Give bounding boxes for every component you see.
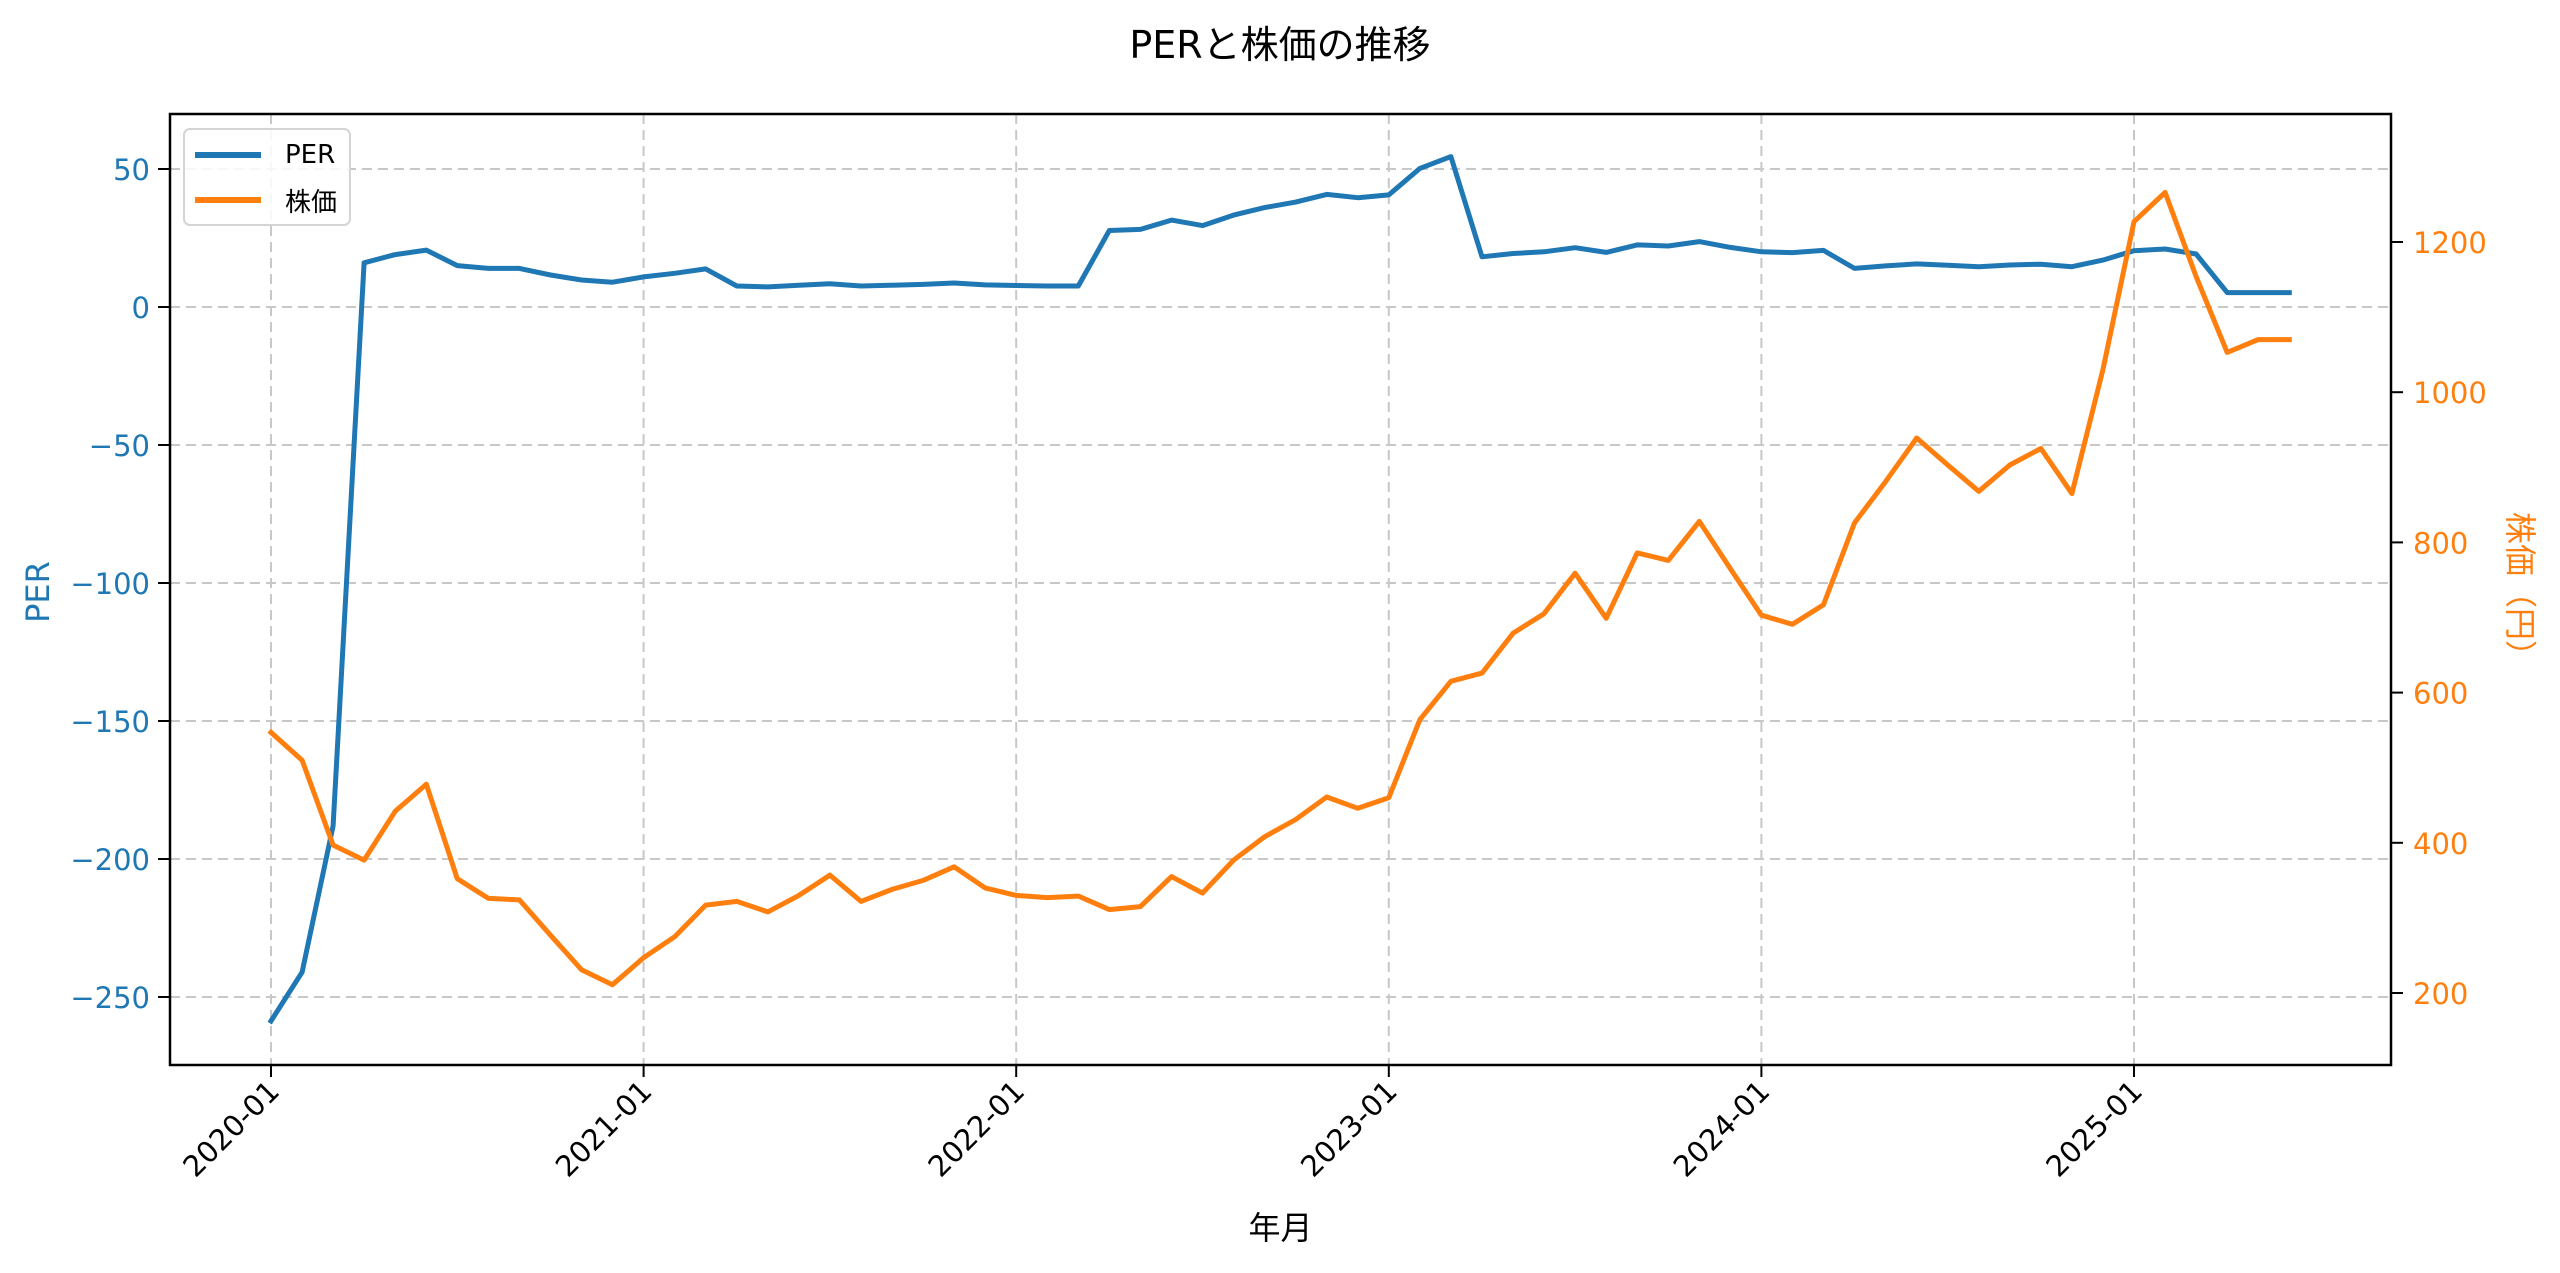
y-right-tick-label: 400 (2413, 827, 2468, 861)
legend-item-price: 株価 (185, 180, 337, 220)
y-left-tick-label: 0 (132, 291, 150, 325)
y-right-tick-label: 1000 (2413, 376, 2487, 410)
series-lines (267, 154, 2292, 1025)
price-line (267, 189, 2292, 988)
y-left-tick-label: −100 (70, 567, 150, 601)
y-right-tick-label: 800 (2413, 526, 2468, 560)
x-tick-label: 2024-01 (1667, 1074, 1777, 1184)
y-left-tick-label: 50 (113, 153, 150, 187)
legend-item-per: PER (185, 135, 335, 175)
legend-label-per: PER (285, 140, 336, 170)
y-left-tick-label: −250 (70, 981, 150, 1015)
x-tick-label: 2022-01 (921, 1074, 1031, 1184)
y-axis-left-label: PER (19, 561, 57, 623)
x-axis-label: 年月 (1248, 1209, 1313, 1247)
x-tick-label: 2025-01 (2039, 1074, 2149, 1184)
y-axis-right-label: 株価（円） (2501, 511, 2539, 673)
x-tick-label: 2021-01 (549, 1074, 659, 1184)
x-axis-ticks: 2020-01 2021-01 2022-01 2023-01 2024-01 2025-… (176, 1065, 2149, 1184)
x-tick-label: 2020-01 (176, 1074, 286, 1184)
per-line (267, 154, 2292, 1025)
y-right-tick-label: 600 (2413, 677, 2468, 711)
grid-lines (170, 114, 2391, 1065)
y-left-tick-label: −200 (70, 843, 150, 877)
legend-label-price: 株価 (285, 187, 338, 218)
legend-swatch-per-icon (195, 152, 261, 158)
y-axis-right-ticks: 200 400 600 800 1000 1200 (2391, 226, 2487, 1011)
chart-title: PERと株価の推移 (1129, 23, 1431, 67)
y-right-tick-label: 200 (2413, 977, 2468, 1011)
legend: PER 株価 (183, 128, 351, 226)
x-tick-label: 2023-01 (1294, 1074, 1404, 1184)
y-right-tick-label: 1200 (2413, 226, 2487, 260)
y-left-tick-label: −50 (89, 429, 150, 463)
y-axis-left-ticks: 50 0 −50 −100 −150 −200 −250 (70, 153, 170, 1015)
legend-swatch-price-icon (195, 197, 261, 203)
y-left-tick-label: −150 (70, 705, 150, 739)
plot-frame (168, 112, 2393, 1067)
